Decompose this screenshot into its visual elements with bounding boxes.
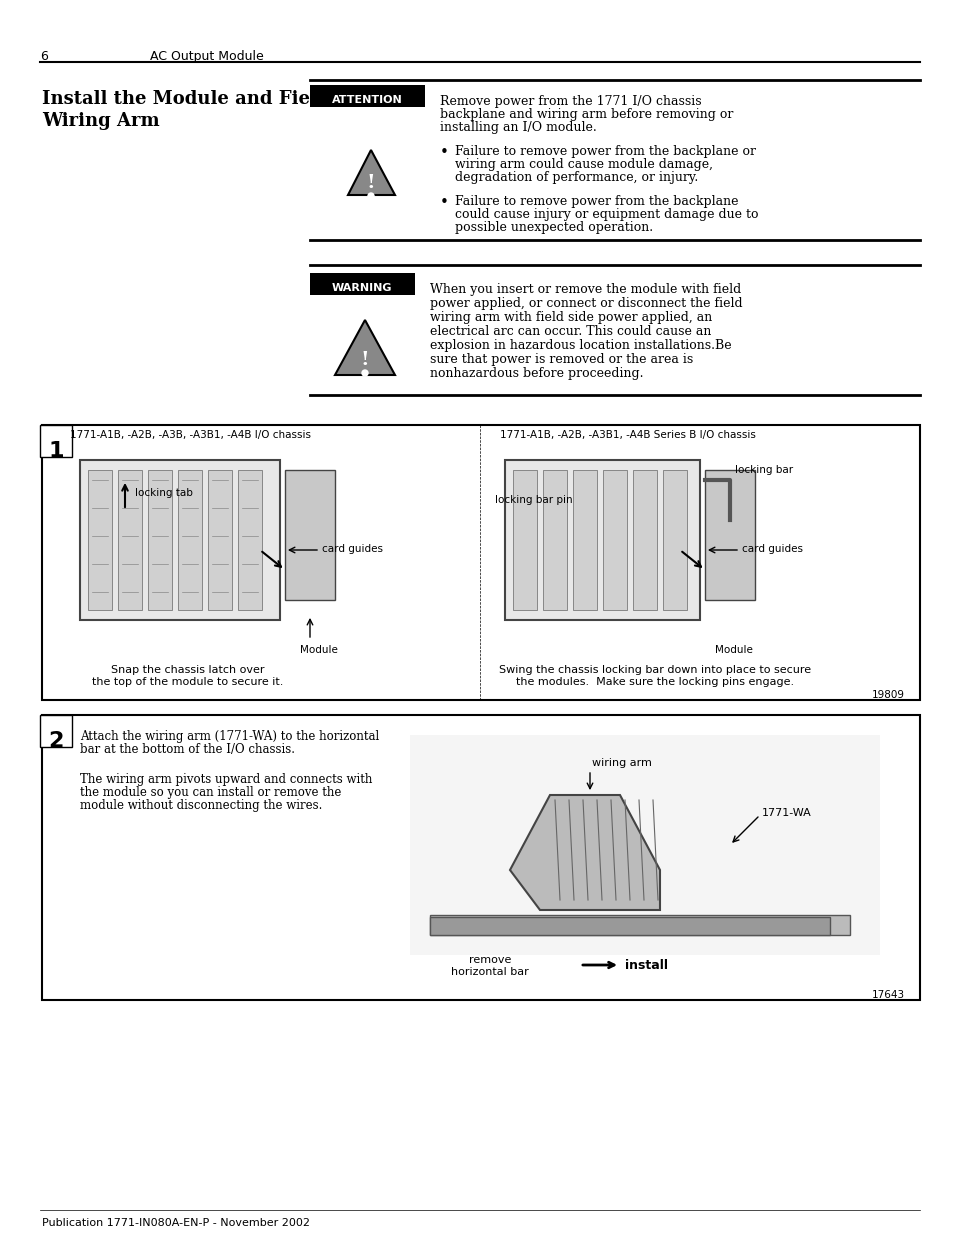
Text: 1771-A1B, -A2B, -A3B, -A3B1, -A4B I/O chassis: 1771-A1B, -A2B, -A3B, -A3B1, -A4B I/O ch…: [70, 430, 311, 440]
FancyBboxPatch shape: [237, 471, 262, 610]
Text: Failure to remove power from the backplane or: Failure to remove power from the backpla…: [455, 144, 755, 158]
Text: Remove power from the 1771 I/O chassis: Remove power from the 1771 I/O chassis: [439, 95, 700, 107]
Bar: [430, 915, 849, 935]
FancyBboxPatch shape: [410, 735, 879, 955]
Text: sure that power is removed or the area is: sure that power is removed or the area i…: [430, 353, 693, 366]
Text: could cause injury or equipment damage due to: could cause injury or equipment damage d…: [455, 207, 758, 221]
Text: the module so you can install or remove the: the module so you can install or remove …: [80, 785, 341, 799]
Text: Module: Module: [714, 645, 752, 655]
FancyBboxPatch shape: [704, 471, 754, 600]
Text: wiring arm could cause module damage,: wiring arm could cause module damage,: [455, 158, 712, 170]
Text: Failure to remove power from the backplane: Failure to remove power from the backpla…: [455, 195, 738, 207]
Circle shape: [361, 370, 368, 375]
Text: WARNING: WARNING: [332, 283, 392, 293]
Text: 2: 2: [49, 731, 64, 751]
Text: 19809: 19809: [871, 690, 904, 700]
Polygon shape: [335, 320, 395, 375]
Text: module without disconnecting the wires.: module without disconnecting the wires.: [80, 799, 322, 811]
FancyBboxPatch shape: [573, 471, 597, 610]
Text: !: !: [366, 174, 375, 191]
Text: nonhazardous before proceeding.: nonhazardous before proceeding.: [430, 367, 643, 380]
Text: ATTENTION: ATTENTION: [332, 95, 402, 105]
Text: locking bar: locking bar: [734, 466, 792, 475]
Text: locking bar pin: locking bar pin: [495, 495, 572, 505]
Text: remove: remove: [468, 955, 511, 965]
Text: power applied, or connect or disconnect the field: power applied, or connect or disconnect …: [430, 296, 741, 310]
Text: Install the Module and Field: Install the Module and Field: [42, 90, 329, 107]
Text: AC Output Module: AC Output Module: [150, 49, 263, 63]
Text: 1: 1: [49, 441, 64, 461]
Text: Swing the chassis locking bar down into place to secure: Swing the chassis locking bar down into …: [498, 664, 810, 676]
Text: When you insert or remove the module with field: When you insert or remove the module wit…: [430, 283, 740, 296]
Text: !: !: [360, 351, 369, 369]
FancyBboxPatch shape: [42, 715, 919, 1000]
Text: Wiring Arm: Wiring Arm: [42, 112, 159, 130]
FancyBboxPatch shape: [118, 471, 142, 610]
FancyBboxPatch shape: [633, 471, 657, 610]
Text: locking tab: locking tab: [135, 488, 193, 498]
FancyBboxPatch shape: [504, 459, 700, 620]
Text: •: •: [439, 144, 449, 161]
FancyBboxPatch shape: [42, 425, 919, 700]
Text: possible unexpected operation.: possible unexpected operation.: [455, 221, 653, 233]
FancyBboxPatch shape: [80, 459, 280, 620]
FancyBboxPatch shape: [40, 425, 71, 457]
Circle shape: [368, 193, 374, 199]
Polygon shape: [510, 795, 659, 910]
Polygon shape: [348, 149, 395, 195]
Text: electrical arc can occur. This could cause an: electrical arc can occur. This could cau…: [430, 325, 711, 338]
FancyBboxPatch shape: [40, 715, 71, 747]
FancyBboxPatch shape: [148, 471, 172, 610]
Text: card guides: card guides: [322, 543, 382, 555]
Text: Snap the chassis latch over: Snap the chassis latch over: [111, 664, 264, 676]
FancyBboxPatch shape: [602, 471, 626, 610]
Text: bar at the bottom of the I/O chassis.: bar at the bottom of the I/O chassis.: [80, 743, 294, 756]
FancyBboxPatch shape: [513, 471, 537, 610]
Text: the top of the module to secure it.: the top of the module to secure it.: [91, 677, 283, 687]
Text: The wiring arm pivots upward and connects with: The wiring arm pivots upward and connect…: [80, 773, 372, 785]
Text: degradation of performance, or injury.: degradation of performance, or injury.: [455, 170, 698, 184]
FancyBboxPatch shape: [208, 471, 232, 610]
Text: the modules.  Make sure the locking pins engage.: the modules. Make sure the locking pins …: [516, 677, 793, 687]
Text: card guides: card guides: [741, 543, 802, 555]
FancyBboxPatch shape: [662, 471, 686, 610]
Text: wiring arm with field side power applied, an: wiring arm with field side power applied…: [430, 311, 712, 324]
FancyBboxPatch shape: [310, 273, 415, 295]
Text: explosion in hazardous location installations.Be: explosion in hazardous location installa…: [430, 338, 731, 352]
Text: installing an I/O module.: installing an I/O module.: [439, 121, 597, 135]
Text: 6: 6: [40, 49, 48, 63]
Text: Attach the wiring arm (1771-WA) to the horizontal: Attach the wiring arm (1771-WA) to the h…: [80, 730, 379, 743]
Text: backplane and wiring arm before removing or: backplane and wiring arm before removing…: [439, 107, 733, 121]
Text: install: install: [624, 960, 667, 972]
Text: 1771-A1B, -A2B, -A3B1, -A4B Series B I/O chassis: 1771-A1B, -A2B, -A3B1, -A4B Series B I/O…: [499, 430, 755, 440]
FancyBboxPatch shape: [542, 471, 566, 610]
Text: •: •: [439, 195, 449, 210]
Text: 17643: 17643: [871, 990, 904, 1000]
Text: Publication 1771-IN080A-EN-P - November 2002: Publication 1771-IN080A-EN-P - November …: [42, 1218, 310, 1228]
FancyBboxPatch shape: [88, 471, 112, 610]
FancyBboxPatch shape: [285, 471, 335, 600]
FancyBboxPatch shape: [310, 85, 424, 107]
Text: Module: Module: [299, 645, 337, 655]
Text: wiring arm: wiring arm: [592, 758, 651, 768]
FancyBboxPatch shape: [178, 471, 202, 610]
Text: horizontal bar: horizontal bar: [451, 967, 528, 977]
Text: 1771-WA: 1771-WA: [761, 808, 811, 818]
Bar: [430, 918, 829, 935]
